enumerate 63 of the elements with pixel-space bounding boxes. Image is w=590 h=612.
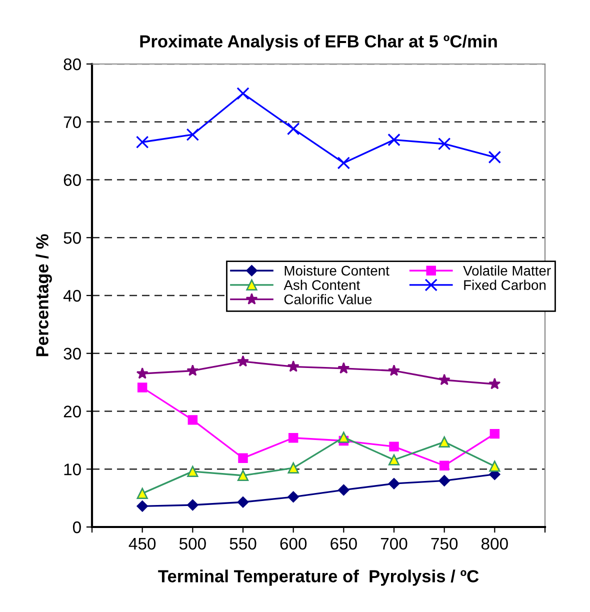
x-tick-label: 750 (431, 538, 458, 550)
point (337, 156, 350, 170)
point (490, 428, 500, 439)
point (338, 432, 350, 443)
point (237, 470, 249, 482)
point (488, 150, 502, 164)
point (388, 133, 400, 146)
point (137, 382, 148, 392)
point (288, 433, 298, 443)
x-tick-label: 650 (330, 538, 357, 550)
point (237, 496, 249, 508)
point (288, 491, 299, 503)
point (388, 478, 400, 490)
legend-label: Moisture Content (284, 265, 390, 276)
point (186, 364, 199, 376)
y-tick-label: 30 (64, 348, 81, 360)
x-tick-label: 600 (280, 538, 307, 550)
y-tick-label: 20 (64, 406, 81, 418)
point (187, 499, 198, 511)
legend-label: Volatile Matter (463, 265, 551, 276)
point (187, 466, 198, 477)
point (188, 415, 198, 425)
x-tick-label: 450 (128, 538, 156, 550)
legend-label: Calorific Value (284, 294, 372, 304)
y-tick-label: 10 (64, 464, 81, 476)
point (489, 460, 500, 472)
point (338, 484, 350, 496)
legend-label: Fixed Carbon (464, 280, 546, 290)
point (136, 488, 148, 499)
point (186, 128, 200, 141)
point (286, 122, 300, 136)
y-tick-label: 50 (64, 232, 81, 244)
point (237, 355, 249, 367)
point (389, 442, 399, 452)
y-tick-label: 80 (64, 58, 81, 70)
point (388, 454, 400, 466)
point (238, 453, 248, 463)
legend-label: Ash Content (284, 280, 360, 290)
point (288, 462, 299, 474)
point (136, 500, 148, 512)
y-tick-label: 0 (72, 521, 81, 534)
y-tick-label: 70 (64, 116, 81, 128)
point (136, 367, 148, 379)
point (388, 364, 400, 376)
point (338, 362, 350, 374)
point (287, 360, 300, 372)
point (438, 137, 451, 150)
x-tick-label: 800 (481, 538, 508, 550)
point (236, 87, 250, 100)
y-axis-title: Percentage / % (36, 234, 52, 356)
point (136, 136, 149, 149)
x-tick-label: 550 (230, 538, 256, 550)
x-tick-label: 500 (179, 538, 206, 550)
point (438, 436, 450, 448)
chart-title: Proximate Analysis of EFB Char at 5 ºC/min (140, 34, 497, 51)
y-tick-label: 40 (63, 290, 81, 302)
x-axis-title: Terminal Temperature of Pyrolysis / ºC (158, 570, 479, 586)
point (438, 374, 450, 386)
point (438, 475, 450, 486)
point (488, 378, 501, 390)
x-tick-label: 700 (380, 538, 408, 550)
point (439, 460, 450, 471)
y-tick-label: 60 (64, 174, 81, 186)
